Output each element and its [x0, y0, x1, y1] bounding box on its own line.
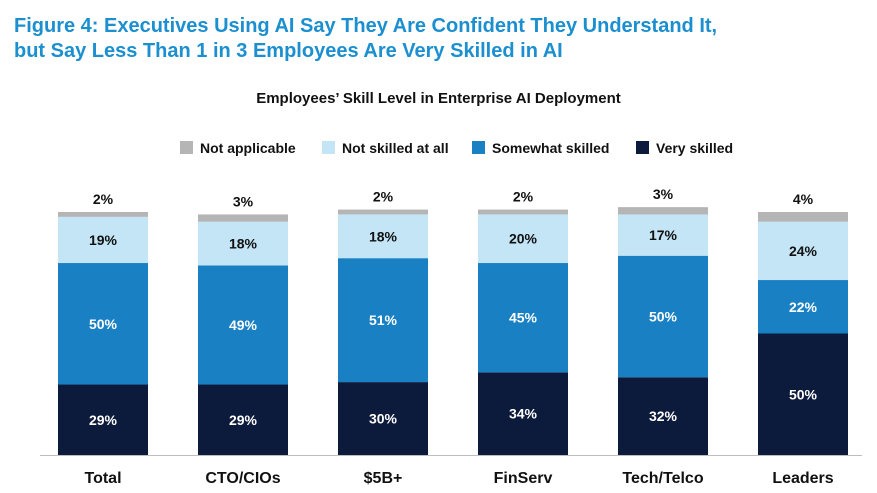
- bar-segment-somewhat-skilled: [618, 255, 708, 378]
- data-label-not-skilled-at-all: 18%: [229, 236, 258, 252]
- legend-swatch-not-applicable: [180, 141, 193, 154]
- legend-swatch-not-skilled-at-all: [322, 141, 335, 154]
- data-label-not-skilled-at-all: 17%: [649, 227, 678, 243]
- bar-segment-not-applicable: [758, 212, 848, 222]
- bar-segment-not-skilled-at-all: [758, 221, 848, 281]
- data-label-very-skilled: 29%: [229, 412, 258, 428]
- data-label-not-skilled-at-all: 18%: [369, 228, 398, 244]
- bar-segment-somewhat-skilled: [338, 258, 428, 383]
- x-tick-label: Leaders: [772, 470, 833, 487]
- figure-title: Figure 4: Executives Using AI Say They A…: [14, 14, 864, 64]
- bar-segment-not-applicable: [58, 212, 148, 217]
- data-label-not-skilled-at-all: 19%: [89, 232, 118, 248]
- x-tick-label: FinServ: [494, 470, 553, 487]
- data-label-not-applicable: 2%: [513, 189, 534, 205]
- data-label-not-applicable: 3%: [653, 186, 674, 202]
- bar-segment-very-skilled: [58, 384, 148, 455]
- bar-segment-not-skilled-at-all: [618, 214, 708, 256]
- bar-segment-not-skilled-at-all: [58, 216, 148, 264]
- bar-segment-somewhat-skilled: [758, 280, 848, 334]
- x-tick-label: Tech/Telco: [622, 470, 703, 487]
- bar-segment-somewhat-skilled: [58, 263, 148, 385]
- data-label-not-skilled-at-all: 24%: [789, 243, 818, 259]
- bar-segment-somewhat-skilled: [478, 263, 568, 373]
- data-label-very-skilled: 30%: [369, 411, 398, 427]
- data-label-somewhat-skilled: 49%: [229, 317, 258, 333]
- x-tick-label: CTO/CIOs: [205, 470, 280, 487]
- legend-label-somewhat-skilled: Somewhat skilled: [492, 140, 609, 156]
- bar-segment-very-skilled: [198, 384, 288, 455]
- bar-segment-not-applicable: [198, 214, 288, 222]
- data-label-not-skilled-at-all: 20%: [509, 231, 538, 247]
- bar-segment-not-applicable: [338, 209, 428, 215]
- bar-segment-somewhat-skilled: [198, 265, 288, 385]
- bar-segment-very-skilled: [618, 377, 708, 455]
- bar-segment-very-skilled: [338, 382, 428, 455]
- data-label-very-skilled: 29%: [89, 412, 118, 428]
- data-label-somewhat-skilled: 45%: [509, 310, 538, 326]
- bar-segment-not-skilled-at-all: [198, 221, 288, 266]
- figure-title-line-1: Figure 4: Executives Using AI Say They A…: [14, 15, 718, 37]
- data-label-somewhat-skilled: 51%: [369, 312, 398, 328]
- data-label-very-skilled: 34%: [509, 406, 538, 422]
- bar-segment-not-applicable: [618, 207, 708, 215]
- bar-segment-not-skilled-at-all: [338, 214, 428, 259]
- data-label-very-skilled: 50%: [789, 386, 818, 402]
- legend-swatch-somewhat-skilled: [472, 141, 485, 154]
- legend-label-not-applicable: Not applicable: [200, 140, 296, 156]
- x-tick-label: Total: [84, 470, 121, 487]
- bar-segment-very-skilled: [478, 372, 568, 455]
- bar-segment-very-skilled: [758, 333, 848, 455]
- data-label-very-skilled: 32%: [649, 408, 678, 424]
- bar-segment-not-skilled-at-all: [478, 214, 568, 264]
- data-label-somewhat-skilled: 50%: [649, 308, 678, 324]
- data-label-somewhat-skilled: 22%: [789, 299, 818, 315]
- data-label-not-applicable: 2%: [373, 189, 394, 205]
- figure-title-line-2: but Say Less Than 1 in 3 Employees Are V…: [14, 40, 563, 62]
- legend-label-very-skilled: Very skilled: [656, 140, 733, 156]
- chart-title: Employees’ Skill Level in Enterprise AI …: [256, 90, 621, 107]
- data-label-not-applicable: 3%: [233, 193, 254, 209]
- legend-swatch-very-skilled: [636, 141, 649, 154]
- data-label-somewhat-skilled: 50%: [89, 316, 118, 332]
- x-tick-label: $5B+: [364, 470, 403, 487]
- data-label-not-applicable: 4%: [793, 191, 814, 207]
- legend-label-not-skilled-at-all: Not skilled at all: [342, 140, 449, 156]
- data-label-not-applicable: 2%: [93, 191, 114, 207]
- bar-segment-not-applicable: [478, 209, 568, 215]
